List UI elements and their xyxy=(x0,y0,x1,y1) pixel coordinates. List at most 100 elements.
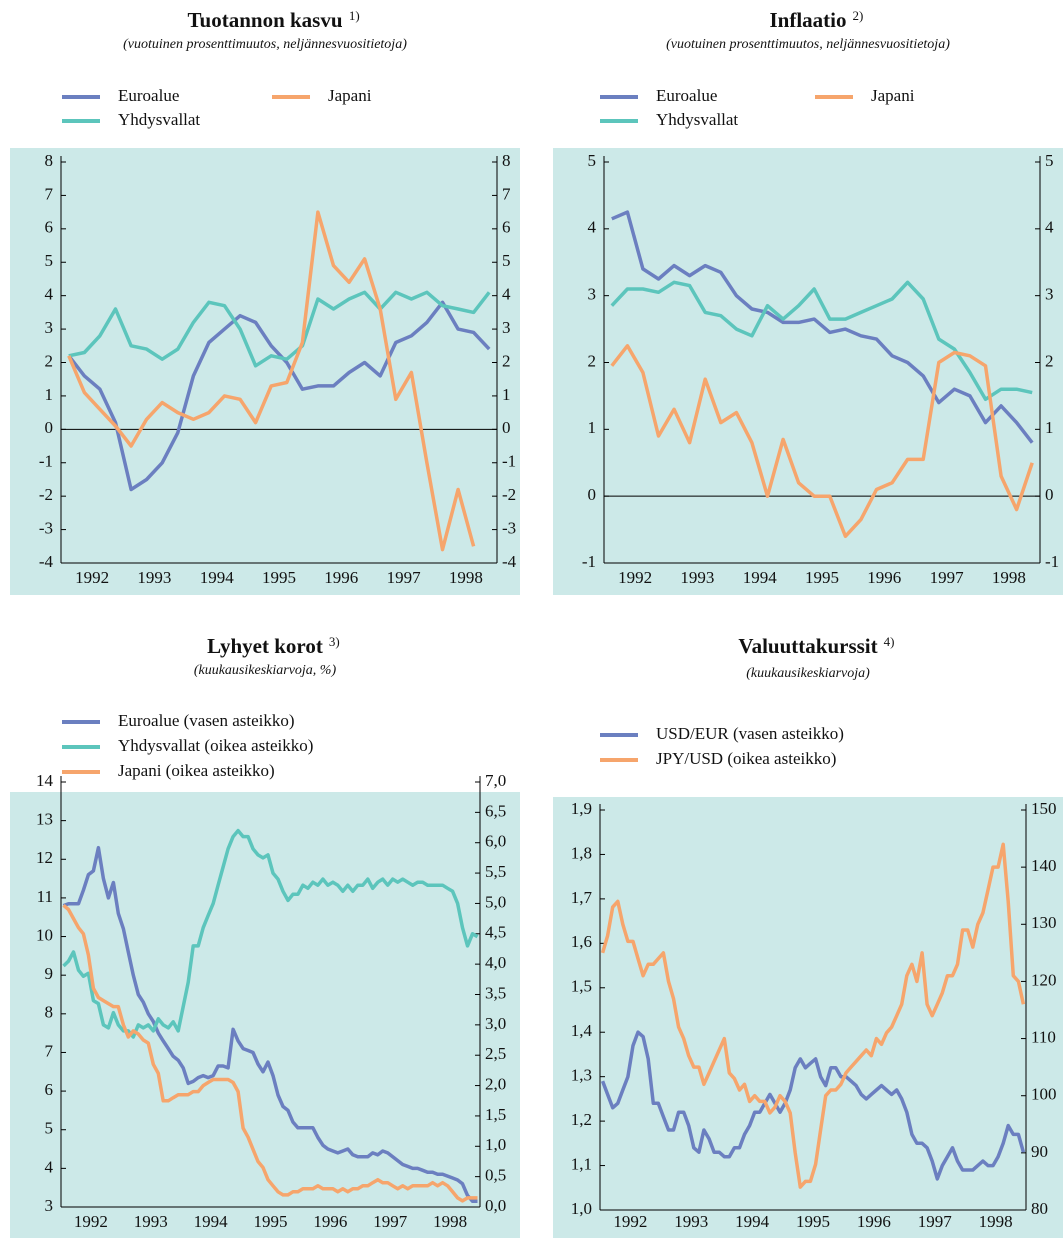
y-tick-label: 6 xyxy=(45,1080,54,1099)
y-tick-label: -3 xyxy=(39,518,53,537)
y-tick-label: 7 xyxy=(45,184,54,203)
y-tick-label: -2 xyxy=(39,485,53,504)
y-tick-label: 13 xyxy=(36,810,53,829)
y2-tick-label: 0 xyxy=(1045,485,1054,504)
y-tick-label: 1,8 xyxy=(571,843,592,862)
y2-tick-label: 1 xyxy=(1045,418,1054,437)
chart-subtitle: (kuukausikeskiarvoja, %) xyxy=(194,663,337,678)
y-tick-label: 1,0 xyxy=(571,1199,592,1218)
title-note: 3) xyxy=(329,634,340,649)
y-tick-label: 11 xyxy=(37,887,53,906)
series-line xyxy=(67,300,491,492)
chart-subtitle: (vuotuinen prosenttimuutos, neljännesvuo… xyxy=(666,37,950,52)
y2-tick-label: 90 xyxy=(1031,1142,1048,1161)
y2-tick-label: 8 xyxy=(502,151,511,170)
x-tick-label: 1998 xyxy=(449,568,483,587)
y-tick-label: 1,2 xyxy=(571,1110,592,1129)
y2-tick-label: 2 xyxy=(1045,351,1054,370)
y2-tick-label: -1 xyxy=(502,452,516,471)
y-tick-label: 1,4 xyxy=(571,1021,593,1040)
series-line xyxy=(610,344,1034,539)
y2-tick-label: 4,5 xyxy=(485,923,506,942)
series-line xyxy=(62,845,478,1203)
y-tick-label: 5 xyxy=(45,1119,54,1138)
x-tick-label: 1996 xyxy=(313,1212,347,1231)
y-tick-label: 14 xyxy=(36,771,54,790)
y2-tick-label: 0,0 xyxy=(485,1196,506,1215)
y2-tick-label: -3 xyxy=(502,518,516,537)
x-tick-label: 1992 xyxy=(74,1212,108,1231)
y2-tick-label: 3 xyxy=(502,318,511,337)
legend-label: Yhdysvallat xyxy=(656,110,738,129)
y2-tick-label: 80 xyxy=(1031,1199,1048,1218)
y2-tick-label: 7,0 xyxy=(485,771,506,790)
plot-background xyxy=(553,148,1063,595)
y-tick-label: 2 xyxy=(45,351,54,370)
y2-tick-label: 100 xyxy=(1031,1085,1057,1104)
plot-background xyxy=(553,797,1063,1238)
legend-label: Japani xyxy=(871,86,915,105)
y-tick-label: 1 xyxy=(588,418,597,437)
y2-tick-label: 5,5 xyxy=(485,862,506,881)
y2-tick-label: 130 xyxy=(1031,913,1057,932)
y-tick-label: 5 xyxy=(588,151,597,170)
x-tick-label: 1995 xyxy=(805,568,839,587)
series-line xyxy=(610,280,1033,402)
y2-tick-label: 140 xyxy=(1031,856,1057,875)
y-tick-label: -1 xyxy=(39,452,53,471)
legend-label: Euroalue (vasen asteikko) xyxy=(118,711,295,730)
plot-background xyxy=(10,148,520,595)
y-tick-label: 8 xyxy=(45,151,54,170)
y-tick-label: 0 xyxy=(588,485,597,504)
series-line xyxy=(62,828,479,1039)
legend-label: JPY/USD (oikea asteikko) xyxy=(656,749,836,768)
y-tick-label: 0 xyxy=(45,418,54,437)
x-tick-label: 1992 xyxy=(618,568,652,587)
y-tick-label: 3 xyxy=(588,285,597,304)
x-tick-label: 1993 xyxy=(137,568,171,587)
x-tick-label: 1994 xyxy=(743,568,778,587)
x-tick-label: 1995 xyxy=(796,1212,830,1231)
title-note: 2) xyxy=(853,8,864,23)
x-tick-label: 1997 xyxy=(387,568,422,587)
series-line xyxy=(62,903,478,1203)
y2-tick-label: 1,0 xyxy=(485,1135,506,1154)
y2-tick-label: 120 xyxy=(1031,970,1057,989)
y-tick-label: 7 xyxy=(45,1041,54,1060)
x-tick-label: 1997 xyxy=(373,1212,408,1231)
legend-label: Yhdysvallat xyxy=(118,110,200,129)
y2-tick-label: 1,5 xyxy=(485,1105,506,1124)
x-tick-label: 1998 xyxy=(433,1212,467,1231)
y-tick-label: 8 xyxy=(45,1003,54,1022)
y2-tick-label: 5 xyxy=(1045,151,1054,170)
y2-tick-label: 3,5 xyxy=(485,983,506,1002)
y2-tick-label: -2 xyxy=(502,485,516,504)
x-tick-label: 1994 xyxy=(200,568,235,587)
y-tick-label: -1 xyxy=(582,552,596,571)
y2-tick-label: 5,0 xyxy=(485,892,506,911)
x-tick-label: 1998 xyxy=(979,1212,1013,1231)
y-tick-label: -4 xyxy=(39,552,54,571)
chart-title: Valuuttakurssit xyxy=(738,634,877,658)
y2-tick-label: -4 xyxy=(502,552,517,571)
legend-label: USD/EUR (vasen asteikko) xyxy=(656,724,844,743)
y-tick-label: 6 xyxy=(45,218,54,237)
legend-label: Japani xyxy=(328,86,372,105)
y2-tick-label: 5 xyxy=(502,251,511,270)
series-line xyxy=(67,210,476,552)
y2-tick-label: 1 xyxy=(502,385,511,404)
y-tick-label: 1,3 xyxy=(571,1066,592,1085)
y2-tick-label: 110 xyxy=(1031,1027,1056,1046)
y2-tick-label: 150 xyxy=(1031,799,1057,818)
series-line xyxy=(600,1030,1026,1181)
y-tick-label: 10 xyxy=(36,925,53,944)
y-tick-label: 1 xyxy=(45,385,54,404)
y-tick-label: 4 xyxy=(45,1157,54,1176)
x-tick-label: 1996 xyxy=(324,568,358,587)
x-tick-label: 1992 xyxy=(75,568,109,587)
y2-tick-label: 0,5 xyxy=(485,1166,506,1185)
y2-tick-label: 7 xyxy=(502,184,511,203)
y2-tick-label: 0 xyxy=(502,418,511,437)
